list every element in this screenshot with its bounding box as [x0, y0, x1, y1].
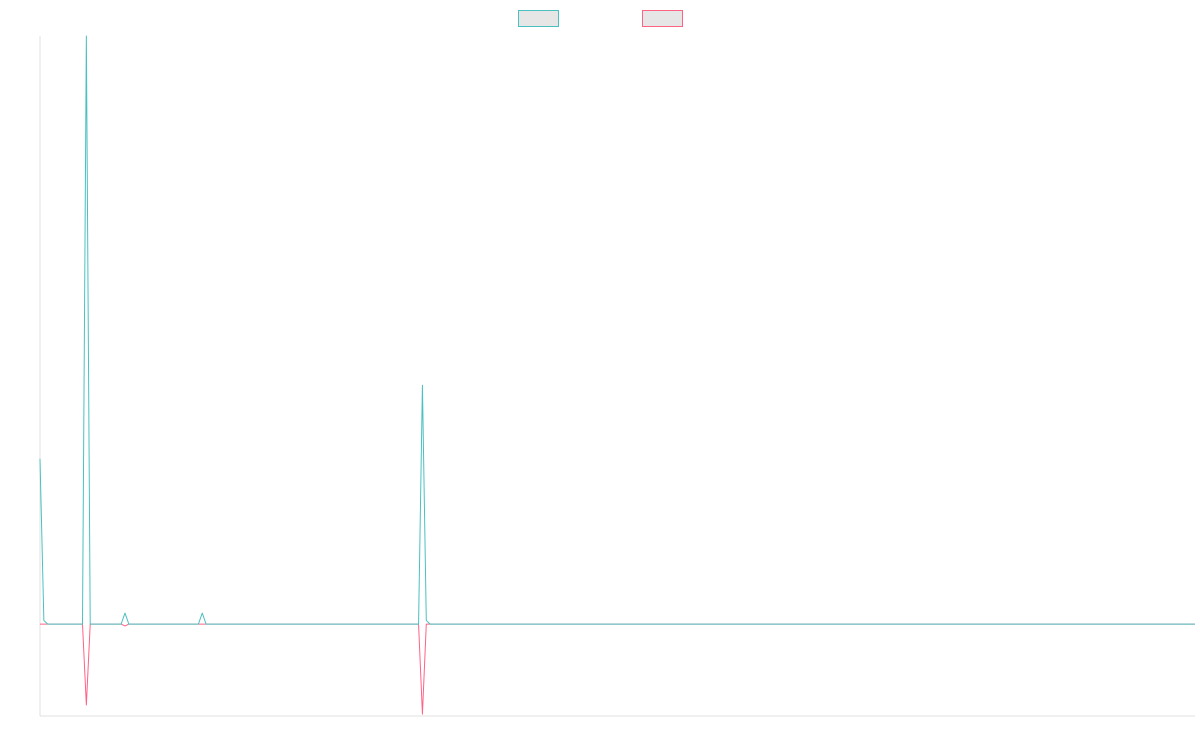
legend — [518, 10, 683, 27]
legend-swatch-2[interactable] — [642, 10, 683, 27]
series-line-2 — [40, 623, 1195, 715]
series-layer — [39, 35, 1195, 715]
legend-swatch-1[interactable] — [518, 10, 559, 27]
series-line-1 — [39, 35, 1195, 625]
